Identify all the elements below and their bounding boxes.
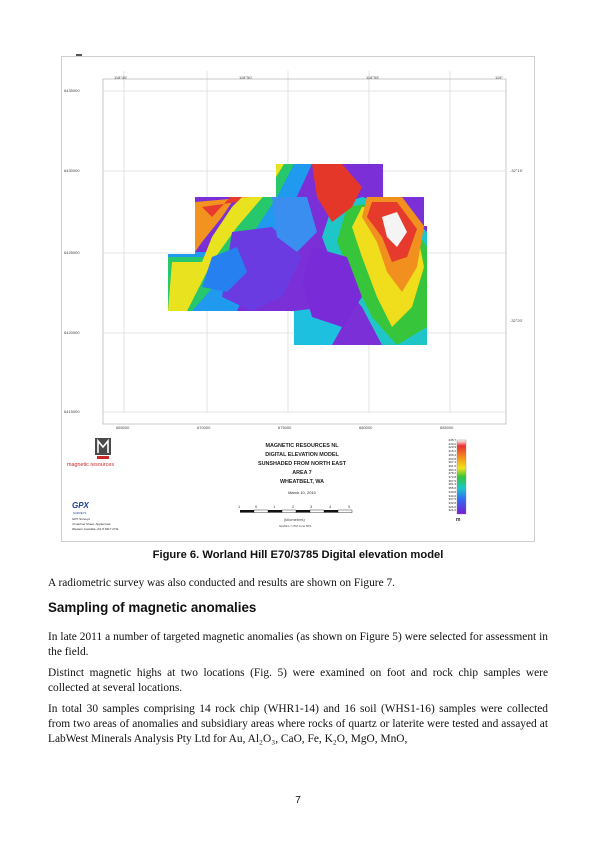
northing-label: 6425000 bbox=[64, 250, 80, 255]
map-title-line: MAGNETIC RESOURCES NL bbox=[265, 443, 339, 449]
easting-label: 680000 bbox=[359, 425, 373, 430]
legend-value: 337.5 bbox=[448, 497, 456, 502]
legend-value: 332.8 bbox=[448, 500, 456, 505]
legend-value: 391.5 bbox=[448, 463, 456, 468]
elevation-figure: 118°45' 118°50' 118°55' 119° 6435000 643… bbox=[61, 56, 535, 542]
paragraph: Distinct magnetic highs at two locations… bbox=[48, 667, 548, 694]
legend-color-ramp bbox=[456, 439, 467, 515]
paragraph: In late 2011 a number of targeted magnet… bbox=[48, 631, 548, 658]
paragraph: A radiometric survey was also conducted … bbox=[48, 577, 396, 589]
legend-value: 367.5 bbox=[448, 478, 456, 483]
legend-value: 372.8 bbox=[448, 475, 456, 480]
elevation-map-svg bbox=[95, 71, 507, 515]
map-title-line: AREA 7 bbox=[292, 470, 312, 476]
easting-label: 665000 bbox=[116, 425, 130, 430]
scale-tick: 1 bbox=[238, 504, 241, 509]
legend-value: 420.9 bbox=[448, 445, 456, 450]
figure-corner-mark bbox=[76, 54, 82, 56]
northing-label: 6420000 bbox=[64, 330, 80, 335]
gpx-address-line: GPX Surveys bbox=[72, 517, 91, 521]
scale-tick: 0 bbox=[255, 504, 258, 509]
legend-value: 321.0 bbox=[448, 508, 456, 513]
northing-label: 6430000 bbox=[64, 168, 80, 173]
legend-value: 415.2 bbox=[448, 449, 456, 454]
lon-label: 118°55' bbox=[366, 75, 380, 80]
legend-unit: m bbox=[456, 517, 461, 523]
legend-value: 378.2 bbox=[448, 471, 456, 476]
scale-tick: 1 bbox=[273, 504, 276, 509]
scale-tick: 4 bbox=[329, 504, 332, 509]
legend-value: 349.8 bbox=[448, 489, 456, 494]
section-heading: Sampling of magnetic anomalies bbox=[48, 600, 257, 615]
gpx-address-line: 4 Ivanhoe Street, Applecross bbox=[72, 522, 111, 526]
map-grid bbox=[103, 71, 505, 413]
lon-label: 118°45' bbox=[114, 75, 128, 80]
map-title-line: DIGITAL ELEVATION MODEL bbox=[265, 452, 339, 458]
magnetic-resources-logo-mark bbox=[95, 438, 111, 459]
easting-label: 685000 bbox=[440, 425, 454, 430]
gpx-logo-sub: SURVEYS bbox=[73, 511, 87, 515]
legend-value: 409.4 bbox=[448, 452, 456, 457]
legend-values: 435.7 430.2 420.9 415.2 409.4 404.8 397.… bbox=[438, 438, 456, 513]
paragraph: In total 30 samples comprising 14 rock c… bbox=[48, 703, 548, 745]
map-date: March 10, 2010 bbox=[288, 490, 316, 495]
figure-caption: Figure 6. Worland Hill E70/3785 Digital … bbox=[152, 549, 444, 561]
legend-value: 344.0 bbox=[448, 493, 456, 498]
scale-tick: 3 bbox=[310, 504, 313, 509]
lon-label: 119° bbox=[495, 75, 503, 80]
map-datum: GDA94 / UTM zone 50S bbox=[279, 524, 312, 528]
lat-label: -32°20' bbox=[510, 318, 523, 323]
page-number: 7 bbox=[295, 795, 301, 806]
map-title-line: SUNSHADED FROM NORTH EAST bbox=[257, 461, 347, 467]
legend-value: 435.7 bbox=[448, 438, 456, 442]
map-title-line: WHEATBELT, WA bbox=[279, 479, 325, 485]
map-title-block: MAGNETIC RESOURCES NL DIGITAL ELEVATION … bbox=[222, 442, 382, 487]
scale-bar bbox=[240, 509, 353, 513]
legend-value: 404.8 bbox=[448, 456, 456, 461]
company-logo-text: magnetic resources bbox=[67, 462, 115, 468]
legend-value: 355.6 bbox=[448, 486, 456, 491]
gpx-address-line: Western Australia +61 8 9317 2711 bbox=[72, 527, 119, 531]
scale-tick: 2 bbox=[292, 504, 295, 509]
easting-label: 675000 bbox=[278, 425, 292, 430]
lon-label: 118°50' bbox=[239, 75, 253, 80]
easting-label: 670000 bbox=[197, 425, 211, 430]
legend-value: 384.4 bbox=[448, 467, 456, 472]
lat-label: -32°15' bbox=[510, 168, 523, 173]
gpx-logo: GPX bbox=[72, 501, 89, 510]
legend-value: 326.6 bbox=[448, 504, 456, 509]
scale-unit: (kilometres) bbox=[284, 517, 305, 522]
legend-value: 397.4 bbox=[448, 460, 456, 465]
legend-value: 430.2 bbox=[448, 441, 456, 446]
northing-label: 6435000 bbox=[64, 88, 80, 93]
scale-tick: 5 bbox=[348, 504, 351, 509]
legend-value: 361.4 bbox=[448, 482, 456, 487]
dem-surface bbox=[168, 164, 427, 345]
northing-label: 6415000 bbox=[64, 409, 80, 414]
